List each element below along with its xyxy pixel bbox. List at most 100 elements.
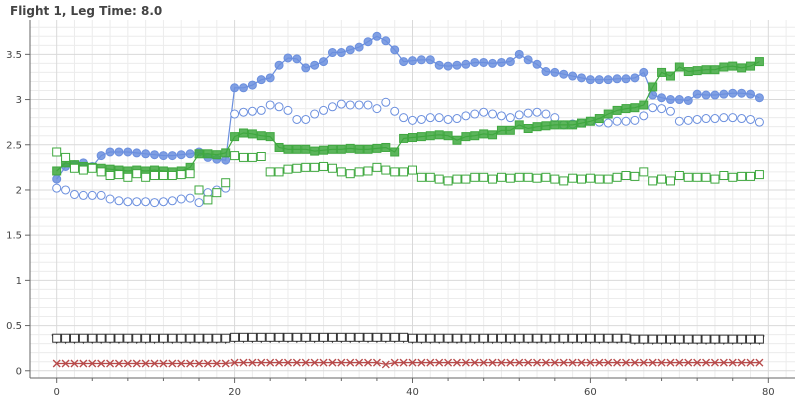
data-point	[665, 95, 675, 105]
data-point	[265, 100, 275, 110]
data-point	[328, 358, 337, 367]
data-point	[292, 163, 302, 173]
data-point	[52, 333, 62, 343]
data-point	[96, 151, 106, 161]
data-point	[612, 105, 622, 115]
data-point	[479, 172, 489, 182]
data-point	[283, 144, 293, 154]
data-point	[194, 185, 204, 195]
series-black-open-square	[52, 332, 764, 344]
data-point	[541, 333, 551, 343]
data-point	[452, 333, 462, 343]
data-point	[693, 358, 702, 367]
data-point	[372, 104, 382, 114]
data-point	[737, 171, 747, 181]
data-point	[639, 100, 649, 110]
data-point	[452, 114, 462, 124]
data-point	[523, 172, 533, 182]
data-point	[194, 198, 204, 208]
data-point	[621, 170, 631, 180]
data-point	[256, 105, 266, 115]
data-point	[123, 333, 133, 343]
data-point	[363, 332, 373, 342]
data-point	[746, 358, 755, 367]
data-point	[524, 358, 533, 367]
data-point	[372, 358, 381, 367]
data-point	[425, 131, 435, 141]
data-point	[434, 333, 444, 343]
data-point	[301, 63, 311, 73]
data-point	[78, 333, 88, 343]
data-point	[603, 75, 613, 85]
data-point	[737, 114, 747, 124]
data-point	[274, 102, 284, 112]
data-point	[150, 170, 160, 180]
data-point	[186, 359, 195, 368]
data-point	[247, 129, 257, 139]
data-point	[212, 150, 222, 160]
data-point	[470, 57, 480, 67]
data-point	[461, 59, 471, 69]
data-point	[719, 62, 729, 72]
data-point	[381, 165, 391, 175]
data-point	[746, 334, 756, 344]
data-point	[514, 110, 524, 120]
data-point	[523, 123, 533, 133]
data-point	[674, 116, 684, 126]
data-point	[238, 152, 248, 162]
data-point	[701, 114, 711, 124]
data-point	[648, 334, 658, 344]
data-point	[354, 167, 364, 177]
data-point	[746, 61, 756, 71]
data-point	[585, 173, 595, 183]
data-point	[613, 358, 622, 367]
data-point	[452, 174, 462, 184]
y-tick-label: 2	[16, 185, 22, 196]
data-point	[737, 63, 747, 73]
data-point	[470, 172, 480, 182]
data-point	[203, 333, 213, 343]
data-point	[336, 167, 346, 177]
data-point	[266, 358, 275, 367]
data-point	[594, 114, 604, 124]
data-point	[630, 334, 640, 344]
data-point	[185, 333, 195, 343]
data-point	[488, 130, 498, 140]
data-point	[132, 333, 142, 343]
data-point	[79, 359, 88, 368]
data-point	[346, 358, 355, 367]
data-point	[345, 143, 355, 153]
data-point	[505, 173, 515, 183]
data-point	[710, 114, 720, 124]
data-point	[292, 54, 302, 64]
data-point	[577, 118, 587, 128]
data-point	[61, 359, 70, 368]
data-point	[417, 358, 426, 367]
data-point	[505, 113, 515, 123]
data-point	[585, 116, 595, 126]
data-point	[496, 172, 506, 182]
data-point	[390, 358, 399, 367]
data-point	[247, 332, 257, 342]
data-point	[372, 162, 382, 172]
data-point	[568, 120, 578, 130]
data-point	[105, 147, 115, 157]
data-point	[381, 360, 390, 369]
data-point	[105, 333, 115, 343]
data-point	[577, 174, 587, 184]
data-point	[230, 109, 240, 119]
data-point	[274, 60, 284, 70]
y-tick-label: 3.5	[6, 50, 22, 61]
data-point	[719, 113, 729, 123]
data-point	[230, 151, 240, 161]
data-point	[132, 169, 142, 179]
data-point	[319, 57, 329, 67]
data-point	[69, 189, 79, 199]
data-point	[301, 114, 311, 124]
data-point	[203, 195, 213, 205]
data-point	[158, 170, 168, 180]
data-point	[150, 198, 160, 208]
data-point	[310, 146, 320, 156]
data-point	[425, 333, 435, 343]
data-point	[416, 132, 426, 142]
